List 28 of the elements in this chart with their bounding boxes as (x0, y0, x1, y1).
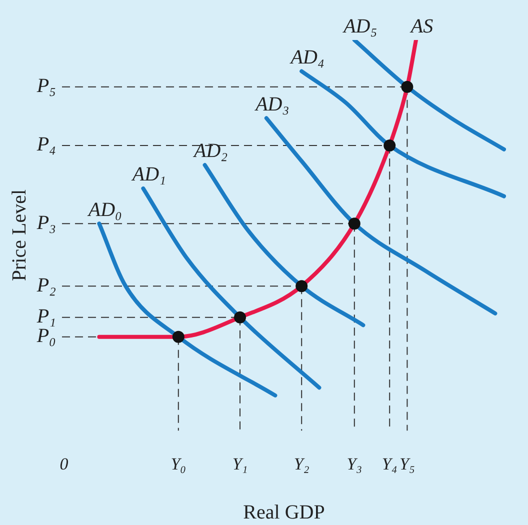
x-tick-label: 0 (60, 454, 69, 474)
point (296, 280, 308, 292)
x-tick-label: Y₁ (232, 454, 248, 474)
x-tick-label: Y₂ (294, 454, 310, 474)
series-label: AS (408, 15, 434, 38)
ref-line-label: P₀ (36, 325, 56, 348)
series-label: AD₅ (342, 15, 378, 38)
series-label: AD₁ (130, 164, 166, 186)
ref-line-label: P₃ (36, 212, 56, 234)
point (348, 218, 360, 230)
point (401, 80, 414, 93)
point (234, 311, 246, 324)
series-label: AD₀ (86, 198, 122, 221)
ref-line-label: P₁ (36, 306, 56, 328)
y-axis-title: Price Level (8, 189, 30, 282)
x-axis-title: Real GDP (243, 501, 325, 524)
series-label: AD₂ (192, 140, 228, 162)
point (384, 139, 396, 152)
series-label: AD₄ (288, 46, 324, 68)
x-tick-label: Y₃ (346, 454, 362, 474)
x-tick-label: Y₀ (170, 454, 186, 474)
point (172, 330, 184, 343)
x-tick-label: Y₄ (382, 454, 398, 474)
x-tick-label: Y₅ (400, 454, 415, 474)
ref-line-label: P₅ (36, 75, 56, 98)
series-label: AD₃ (254, 93, 290, 116)
ref-line-label: P₄ (36, 134, 56, 156)
ref-line-label: P₂ (36, 274, 56, 296)
